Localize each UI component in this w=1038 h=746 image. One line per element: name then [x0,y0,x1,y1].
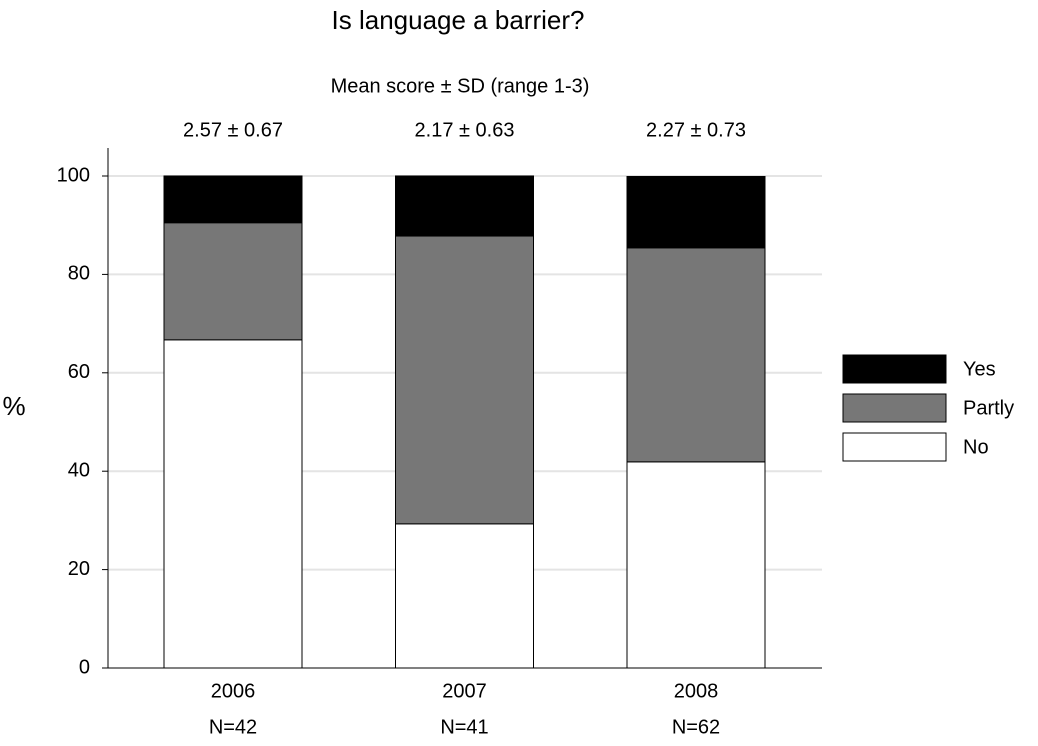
bar-segment [395,175,534,237]
legend-swatch [842,354,947,384]
x-tick-label: 2008 [674,680,719,702]
n-label: N=62 [672,716,720,738]
y-tick-label: 40 [68,459,90,481]
chart-subtitle: Mean score ± SD (range 1-3) [331,75,590,97]
y-tick-label: 60 [68,361,90,383]
legend-label: Yes [963,358,996,380]
x-tick-label: 2006 [211,680,256,702]
bar-segment [163,222,303,341]
x-tick-label: 2007 [442,680,487,702]
bar-segment [626,175,766,249]
y-tick-label: 100 [57,164,90,186]
legend-label: Partly [963,397,1014,419]
chart-title: Is language a barrier? [332,5,585,35]
y-tick-label: 80 [68,263,90,285]
annotation: 2.27 ± 0.73 [646,119,746,141]
bar-segment [163,339,303,669]
y-axis-label: % [2,391,25,421]
n-label: N=41 [440,716,488,738]
bar-segment [395,235,534,525]
annotation: 2.17 ± 0.63 [415,119,515,141]
bar-segment [163,175,303,224]
n-label: N=42 [209,716,257,738]
legend-label: No [963,436,989,458]
annotation: 2.57 ± 0.67 [183,119,283,141]
legend-swatch [842,393,947,423]
bar-segment [626,461,766,669]
y-tick-label: 0 [79,656,90,678]
legend-swatch [842,432,947,462]
y-tick-label: 20 [68,558,90,580]
bar-segment [626,247,766,463]
bar-segment [395,523,534,669]
